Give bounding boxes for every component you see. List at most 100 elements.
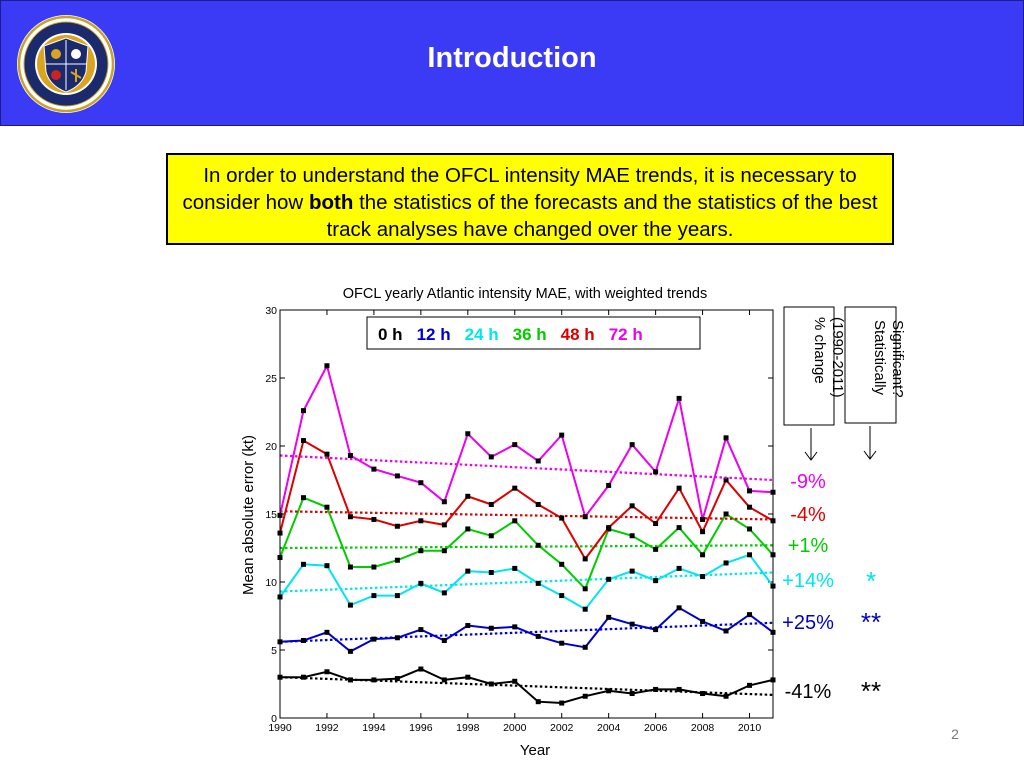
series-line bbox=[279, 439, 774, 561]
data-point bbox=[394, 557, 400, 563]
data-point bbox=[347, 514, 353, 520]
data-point bbox=[465, 493, 471, 499]
y-tick-label: 10 bbox=[265, 577, 277, 589]
data-point bbox=[629, 442, 635, 448]
slide-header bbox=[0, 0, 1024, 126]
data-point bbox=[324, 629, 330, 635]
data-point bbox=[606, 525, 612, 531]
data-point bbox=[300, 637, 306, 643]
data-point bbox=[465, 674, 471, 680]
data-point bbox=[676, 485, 682, 491]
x-tick-label: 1994 bbox=[362, 722, 386, 734]
data-point bbox=[371, 564, 377, 570]
data-point bbox=[559, 561, 565, 567]
change-label: +25% bbox=[782, 612, 834, 634]
x-tick-label: 2006 bbox=[644, 722, 668, 734]
data-point bbox=[747, 488, 753, 494]
data-point bbox=[747, 552, 753, 558]
data-point bbox=[559, 593, 565, 599]
series-line bbox=[279, 496, 774, 591]
data-point bbox=[723, 477, 729, 483]
x-tick-label: 2002 bbox=[550, 722, 574, 734]
data-point bbox=[512, 518, 518, 524]
data-point bbox=[700, 574, 706, 580]
data-point bbox=[347, 564, 353, 570]
data-point bbox=[512, 678, 518, 684]
data-point bbox=[676, 565, 682, 571]
intro-textbox: In order to understand the OFCL intensit… bbox=[166, 153, 894, 245]
change-header-text: % change(1990-2011) bbox=[811, 317, 846, 398]
series-0h bbox=[277, 666, 776, 706]
data-point bbox=[747, 526, 753, 532]
legend-entry: 36 h bbox=[513, 325, 547, 344]
change-label: +14% bbox=[782, 570, 834, 592]
data-point bbox=[371, 677, 377, 683]
data-point bbox=[324, 563, 330, 569]
legend-entry: 0 h bbox=[378, 325, 403, 344]
intro-text-start: In order to understand the OFCL intensit… bbox=[182, 164, 857, 214]
data-point bbox=[629, 568, 635, 574]
data-point bbox=[394, 473, 400, 479]
data-point bbox=[347, 453, 353, 459]
x-tick-label: 1992 bbox=[315, 722, 339, 734]
data-point bbox=[653, 627, 659, 633]
plot-frame bbox=[279, 309, 774, 719]
data-point bbox=[371, 516, 377, 522]
data-point bbox=[747, 504, 753, 510]
x-axis-label: Year bbox=[520, 742, 550, 759]
data-point bbox=[582, 556, 588, 562]
significance-mark: ** bbox=[861, 607, 881, 637]
slide-title: Introduction bbox=[427, 42, 597, 74]
significance-header-box bbox=[844, 306, 897, 424]
data-point bbox=[653, 546, 659, 552]
data-point bbox=[394, 635, 400, 641]
data-point bbox=[418, 580, 424, 586]
data-point bbox=[606, 614, 612, 620]
x-tick-label: 1996 bbox=[409, 722, 433, 734]
data-point bbox=[488, 533, 494, 539]
data-point bbox=[418, 480, 424, 486]
data-point bbox=[488, 454, 494, 460]
data-point bbox=[394, 523, 400, 529]
series-line bbox=[279, 606, 774, 653]
trend-line bbox=[279, 454, 774, 482]
data-point bbox=[676, 525, 682, 531]
data-point bbox=[324, 451, 330, 457]
trend-line bbox=[279, 571, 774, 593]
data-point bbox=[324, 363, 330, 369]
data-point bbox=[582, 644, 588, 650]
significance-header: StatisticallySignificant? bbox=[844, 306, 906, 460]
data-point bbox=[629, 691, 635, 697]
data-point bbox=[606, 576, 612, 582]
legend-entry: 72 h bbox=[609, 325, 643, 344]
data-point bbox=[347, 648, 353, 654]
data-point bbox=[535, 580, 541, 586]
data-point bbox=[418, 518, 424, 524]
data-point bbox=[465, 623, 471, 629]
significance-arrow-head bbox=[863, 450, 877, 460]
data-point bbox=[559, 640, 565, 646]
data-point bbox=[629, 621, 635, 627]
header-line: Significant? bbox=[889, 320, 906, 398]
header-line: % change bbox=[811, 317, 828, 384]
change-arrow-head bbox=[804, 451, 818, 461]
change-label: -9% bbox=[790, 471, 826, 493]
data-point bbox=[371, 636, 377, 642]
data-point bbox=[371, 593, 377, 599]
legend: 0 h 12 h 24 h 36 h 48 h 72 h bbox=[366, 316, 701, 350]
data-point bbox=[653, 469, 659, 475]
page-number: 2 bbox=[951, 726, 959, 742]
trend-line bbox=[279, 544, 774, 550]
data-point bbox=[700, 618, 706, 624]
legend-box bbox=[366, 316, 701, 350]
y-tick-label: 20 bbox=[265, 441, 277, 453]
series-72h bbox=[277, 363, 776, 522]
data-point bbox=[418, 627, 424, 633]
data-point bbox=[535, 458, 541, 464]
data-point bbox=[535, 699, 541, 705]
data-point bbox=[606, 482, 612, 488]
data-point bbox=[723, 693, 729, 699]
data-point bbox=[300, 408, 306, 414]
data-point bbox=[582, 693, 588, 699]
data-point bbox=[441, 522, 447, 528]
